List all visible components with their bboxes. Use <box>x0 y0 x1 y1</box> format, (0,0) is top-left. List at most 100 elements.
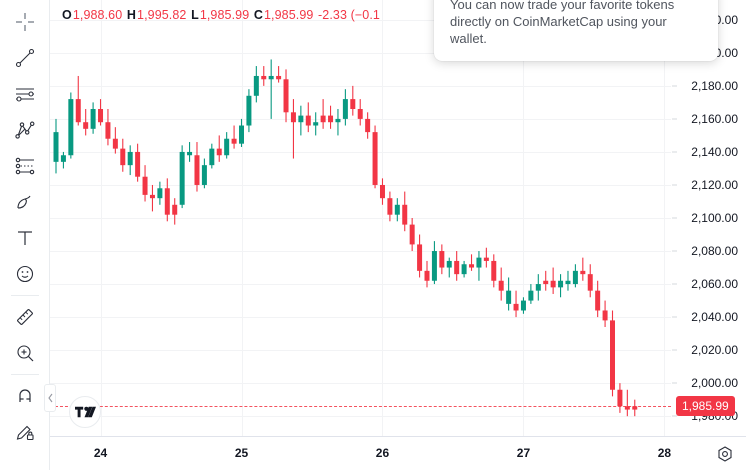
candlestick <box>610 310 615 397</box>
candlestick <box>424 260 430 288</box>
candlestick <box>60 151 66 169</box>
grid-line-horizontal <box>50 251 671 252</box>
price-tick-label: 2,120.00 <box>691 177 738 192</box>
price-tick-label: 2,020.00 <box>691 343 738 358</box>
text-tool[interactable] <box>8 221 42 255</box>
price-tick-mark <box>672 151 677 153</box>
drawing-lock-tool[interactable] <box>8 415 42 449</box>
candlestick <box>417 234 423 278</box>
grid-line-horizontal <box>50 350 671 351</box>
candlestick <box>298 105 304 136</box>
pane-collapse-handle[interactable] <box>44 384 56 412</box>
candlestick <box>372 125 378 189</box>
grid-line-horizontal <box>50 20 671 21</box>
candlestick <box>239 118 244 147</box>
candlestick <box>98 99 104 126</box>
price-tick-label: 2,160.00 <box>691 111 738 126</box>
price-tick-mark <box>672 349 677 351</box>
candlestick <box>253 66 259 103</box>
horizontal-lines-tool[interactable] <box>8 77 42 111</box>
price-tick-label: 2,140.00 <box>691 144 738 159</box>
price-axis[interactable]: 2,220.002,200.002,180.002,160.002,140.00… <box>671 0 746 436</box>
grid-line-horizontal <box>50 383 671 384</box>
price-tick-label: 2,000.00 <box>691 376 738 391</box>
candlestick <box>498 267 504 301</box>
candlestick <box>431 241 437 285</box>
candlestick <box>454 251 460 281</box>
candlestick <box>365 112 371 139</box>
ohlc-high-label: H <box>126 8 137 22</box>
magnet-tool[interactable] <box>8 379 42 413</box>
candlestick <box>335 109 341 136</box>
candlestick <box>572 264 578 288</box>
grid-line-horizontal <box>50 53 671 54</box>
brush-tool[interactable] <box>8 185 42 219</box>
candlestick <box>194 142 200 192</box>
pitchfork-tool[interactable] <box>8 113 42 147</box>
candlestick <box>520 297 526 314</box>
time-tick-label: 25 <box>234 446 249 460</box>
candlestick <box>179 145 185 209</box>
candlestick <box>328 105 334 129</box>
candlestick <box>305 102 311 133</box>
candlestick <box>506 277 512 311</box>
candlestick <box>342 89 348 126</box>
candlestick <box>550 267 556 294</box>
trend-line-tool[interactable] <box>8 41 42 75</box>
promo-tooltip: You can now trade your favorite tokens d… <box>434 0 718 61</box>
price-tick-mark <box>672 118 677 120</box>
candlestick <box>528 284 534 304</box>
price-tick-mark <box>672 283 677 285</box>
ohlc-close-label: C <box>253 8 263 22</box>
candlestick-series <box>53 59 638 417</box>
time-tick-label: 28 <box>657 446 672 460</box>
current-price-line <box>50 406 671 408</box>
candlestick <box>112 127 118 154</box>
candlestick <box>187 142 193 162</box>
time-axis[interactable]: 24 25 26 27 28 <box>50 436 746 470</box>
emoji-tool[interactable] <box>8 257 42 291</box>
time-tick-label: 26 <box>375 446 390 460</box>
candlestick <box>409 218 415 252</box>
hex-gear-icon[interactable] <box>716 445 734 463</box>
price-tick-mark <box>672 217 677 219</box>
candlestick <box>157 181 163 205</box>
ohlc-change-value: -2.33 (−0.1 <box>318 8 380 22</box>
zoom-in-tool[interactable] <box>8 336 42 370</box>
ohlc-open-value: 1,988.60 <box>72 8 123 22</box>
candlestick <box>402 191 408 232</box>
price-tick-mark <box>672 415 677 417</box>
fib-retracement-tool[interactable] <box>8 149 42 183</box>
grid-line-horizontal <box>50 218 671 219</box>
candlestick <box>261 66 267 86</box>
candlestick <box>268 59 274 119</box>
candlestick <box>394 198 400 222</box>
candlestick <box>491 254 497 288</box>
tradingview-logo[interactable] <box>69 396 101 428</box>
candlestick <box>164 178 170 222</box>
candlestick <box>543 270 549 291</box>
price-tick-mark <box>672 85 677 87</box>
crosshair-cursor-tool[interactable] <box>8 5 42 39</box>
candlestick <box>476 251 482 281</box>
candlestick <box>149 184 155 212</box>
current-price-badge[interactable]: 1,985.99 <box>676 396 735 417</box>
candlestick <box>513 290 519 318</box>
candlestick <box>587 264 593 298</box>
measure-ruler-tool[interactable] <box>8 300 42 334</box>
price-tick-mark <box>672 250 677 252</box>
candlestick <box>276 66 282 83</box>
ohlc-low-value: 1,985.99 <box>199 8 250 22</box>
candlestick <box>105 109 111 146</box>
candlestick <box>379 178 385 205</box>
candlestick <box>172 198 178 225</box>
candlestick <box>68 92 74 159</box>
candlestick <box>201 158 207 189</box>
ohlc-high-value: 1,995.82 <box>137 8 187 22</box>
candlestick <box>469 254 475 271</box>
chart-canvas-area[interactable] <box>50 0 671 436</box>
candlestick <box>617 383 623 413</box>
candlestick <box>357 99 363 126</box>
price-tick-mark <box>672 382 677 384</box>
